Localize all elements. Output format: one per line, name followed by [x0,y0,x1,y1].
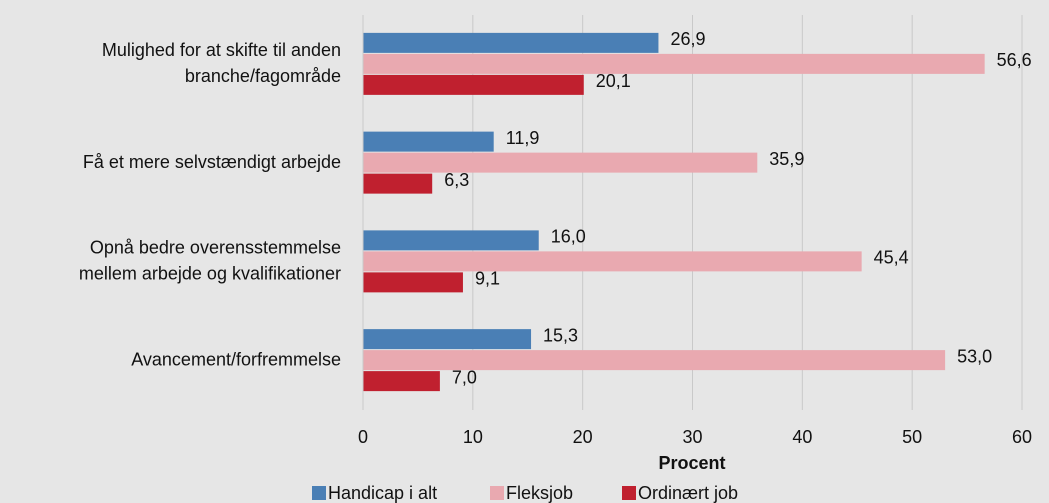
bar [363,230,539,251]
x-tick-label: 10 [463,427,483,447]
x-tick-label: 60 [1012,427,1032,447]
data-label: 56,6 [997,50,1032,70]
data-label: 20,1 [596,71,631,91]
y-tick-label: Få et mere selvstændigt arbejde [83,152,341,172]
legend-swatch [312,486,326,500]
data-label: 45,4 [874,248,909,268]
bar [363,74,584,95]
data-label: 9,1 [475,269,500,289]
y-tick-label: Opnå bedre overensstemmelse [90,238,341,258]
x-tick-label: 20 [573,427,593,447]
bar [363,251,862,272]
bar [363,371,440,392]
x-tick-label: 0 [358,427,368,447]
x-tick-label: 40 [792,427,812,447]
bar [363,329,532,350]
data-label: 6,3 [444,170,469,190]
bar [363,350,946,371]
legend-swatch [622,486,636,500]
data-label: 26,9 [670,29,705,49]
data-label: 11,9 [506,128,540,148]
x-tick-label: 50 [902,427,922,447]
bar [363,32,659,53]
bar [363,53,985,74]
data-label: 35,9 [769,149,804,169]
legend-label: Handicap i alt [328,483,437,503]
bar [363,272,463,293]
x-tick-label: 30 [682,427,702,447]
legend-label: Fleksjob [506,483,573,503]
data-label: 53,0 [957,346,992,366]
y-tick-label: branche/fagområde [185,66,341,86]
bar [363,152,758,173]
y-tick-label: Mulighed for at skifte til anden [102,40,341,60]
bar [363,173,433,194]
x-axis-label: Procent [658,453,725,473]
legend-label: Ordinært job [638,483,738,503]
data-label: 16,0 [551,227,586,247]
data-label: 15,3 [543,325,578,345]
data-label: 7,0 [452,367,477,387]
y-tick-label: Avancement/forfremmelse [131,349,341,369]
bar [363,131,494,152]
y-tick-label: mellem arbejde og kvalifikationer [79,264,341,284]
legend-swatch [490,486,504,500]
